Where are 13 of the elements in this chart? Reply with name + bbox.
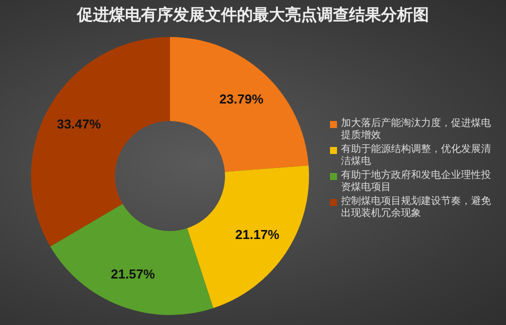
donut-slice [187, 165, 309, 308]
data-label: 33.47% [56, 116, 102, 132]
data-label: 23.79% [219, 91, 264, 106]
legend-label: 加大落后产能淘汰力度，促进煤电提质增效 [341, 118, 492, 142]
legend-label: 控制煤电项目规划建设节奏，避免出现装机冗余现象 [341, 196, 492, 220]
donut-slice [31, 37, 170, 247]
legend-label: 有助于地方政府和发电企业理性投资煤电项目 [341, 170, 492, 194]
data-label: 21.57% [110, 266, 156, 282]
data-label: 21.17% [235, 226, 280, 242]
donut-slice [50, 204, 214, 315]
legend-label: 有助于能源结构调整，优化发展清洁煤电 [341, 144, 492, 168]
chart-title: 促进煤电有序发展文件的最大亮点调查结果分析图 [76, 5, 430, 26]
donut-slice [170, 37, 309, 172]
